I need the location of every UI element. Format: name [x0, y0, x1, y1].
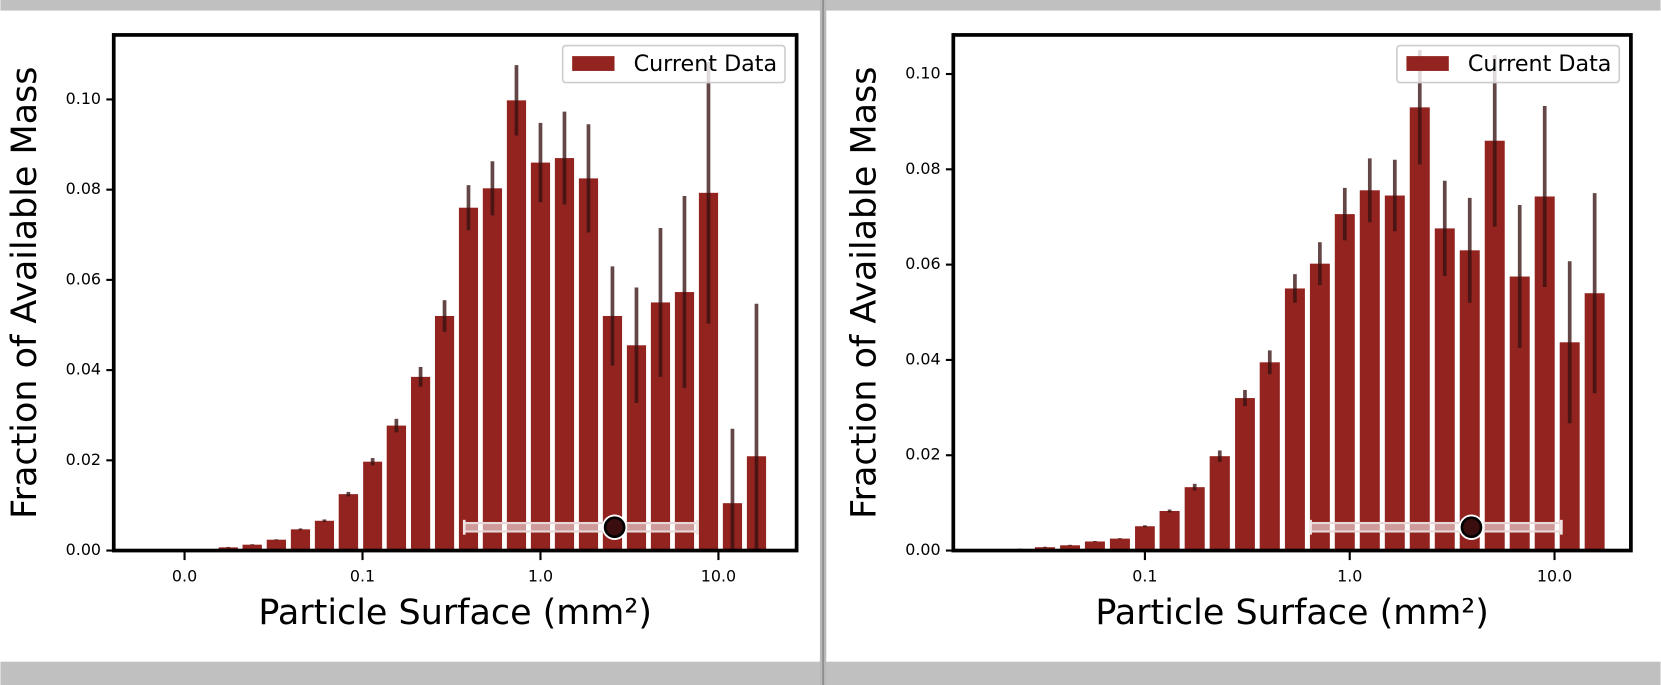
bar [242, 544, 262, 551]
x-axis-label: Particle Surface (mm²) [1095, 593, 1489, 633]
bar [1235, 398, 1255, 551]
y-tick-label: 0.10 [66, 89, 101, 108]
bar [650, 302, 671, 551]
bar [458, 207, 479, 551]
bar [1534, 196, 1555, 551]
bar [1084, 541, 1105, 551]
legend-label: Current Data [634, 51, 778, 77]
y-tick-label: 0.02 [905, 445, 940, 464]
x-tick-label: 0.1 [350, 567, 375, 586]
bar [1334, 214, 1355, 551]
bar [1309, 263, 1330, 551]
plot-area [170, 62, 767, 551]
bar [1584, 293, 1605, 551]
legend-box [1396, 44, 1621, 84]
bar [363, 461, 383, 551]
legend-box [561, 44, 786, 84]
bar [1284, 288, 1305, 551]
interval-range [1309, 521, 1563, 533]
bar [290, 529, 311, 551]
bar [1359, 190, 1380, 551]
y-tick-label: 0.00 [905, 540, 940, 559]
bar [1259, 362, 1280, 551]
interval-range [463, 521, 699, 533]
bar [266, 539, 286, 551]
bar [411, 376, 431, 551]
bar [1409, 107, 1430, 551]
bar [1109, 538, 1130, 551]
bar [1060, 545, 1081, 551]
plot-area [984, 50, 1605, 551]
y-tick-label: 0.04 [905, 349, 940, 368]
bar [314, 520, 335, 551]
bar [1484, 140, 1505, 551]
plot-frame [951, 33, 1633, 553]
bar [338, 494, 359, 551]
bar [626, 345, 647, 551]
plot-frame [111, 33, 799, 553]
x-axis-label: Particle Surface (mm²) [258, 593, 652, 633]
legend-swatch [1406, 56, 1449, 71]
bar [1509, 276, 1530, 551]
x-tick-label: 0.0 [172, 567, 197, 586]
y-tick-label: 0.08 [905, 159, 940, 178]
bar [674, 292, 695, 551]
x-tick-label: 0.1 [1132, 567, 1157, 586]
bar [1434, 228, 1455, 551]
y-axis-label: Fraction of Available Mass [5, 67, 45, 519]
top-bar [0, 0, 1661, 11]
bottom-bar [0, 661, 1661, 685]
bar [554, 158, 575, 551]
bar [1135, 526, 1155, 551]
legend-label: Current Data [1468, 51, 1612, 77]
y-axis-label: Fraction of Available Mass [844, 67, 884, 519]
y-tick-label: 0.02 [66, 450, 101, 469]
legend-swatch [572, 56, 615, 71]
bar [1159, 510, 1180, 551]
bar [1184, 487, 1205, 551]
bar [1459, 250, 1480, 551]
interval-median [1460, 516, 1483, 539]
bar [1209, 456, 1230, 551]
bar [386, 425, 407, 551]
bar [506, 100, 527, 551]
bar [698, 192, 719, 551]
bar [434, 315, 455, 551]
bar [530, 162, 551, 551]
y-tick-label: 0.06 [66, 269, 101, 288]
y-tick-label: 0.06 [905, 254, 940, 273]
y-tick-label: 0.08 [66, 179, 101, 198]
bar [482, 188, 503, 551]
x-tick-label: 10.0 [1537, 567, 1572, 586]
y-tick-label: 0.00 [66, 540, 101, 559]
y-tick-label: 0.10 [905, 64, 940, 83]
bar [1559, 342, 1580, 551]
bar [1384, 195, 1405, 551]
bar [602, 315, 623, 551]
bar [578, 178, 599, 551]
x-tick-label: 1.0 [528, 567, 553, 586]
x-tick-label: 1.0 [1337, 567, 1362, 586]
y-tick-label: 0.04 [66, 360, 101, 379]
x-tick-label: 10.0 [701, 567, 736, 586]
interval-median [603, 516, 626, 539]
